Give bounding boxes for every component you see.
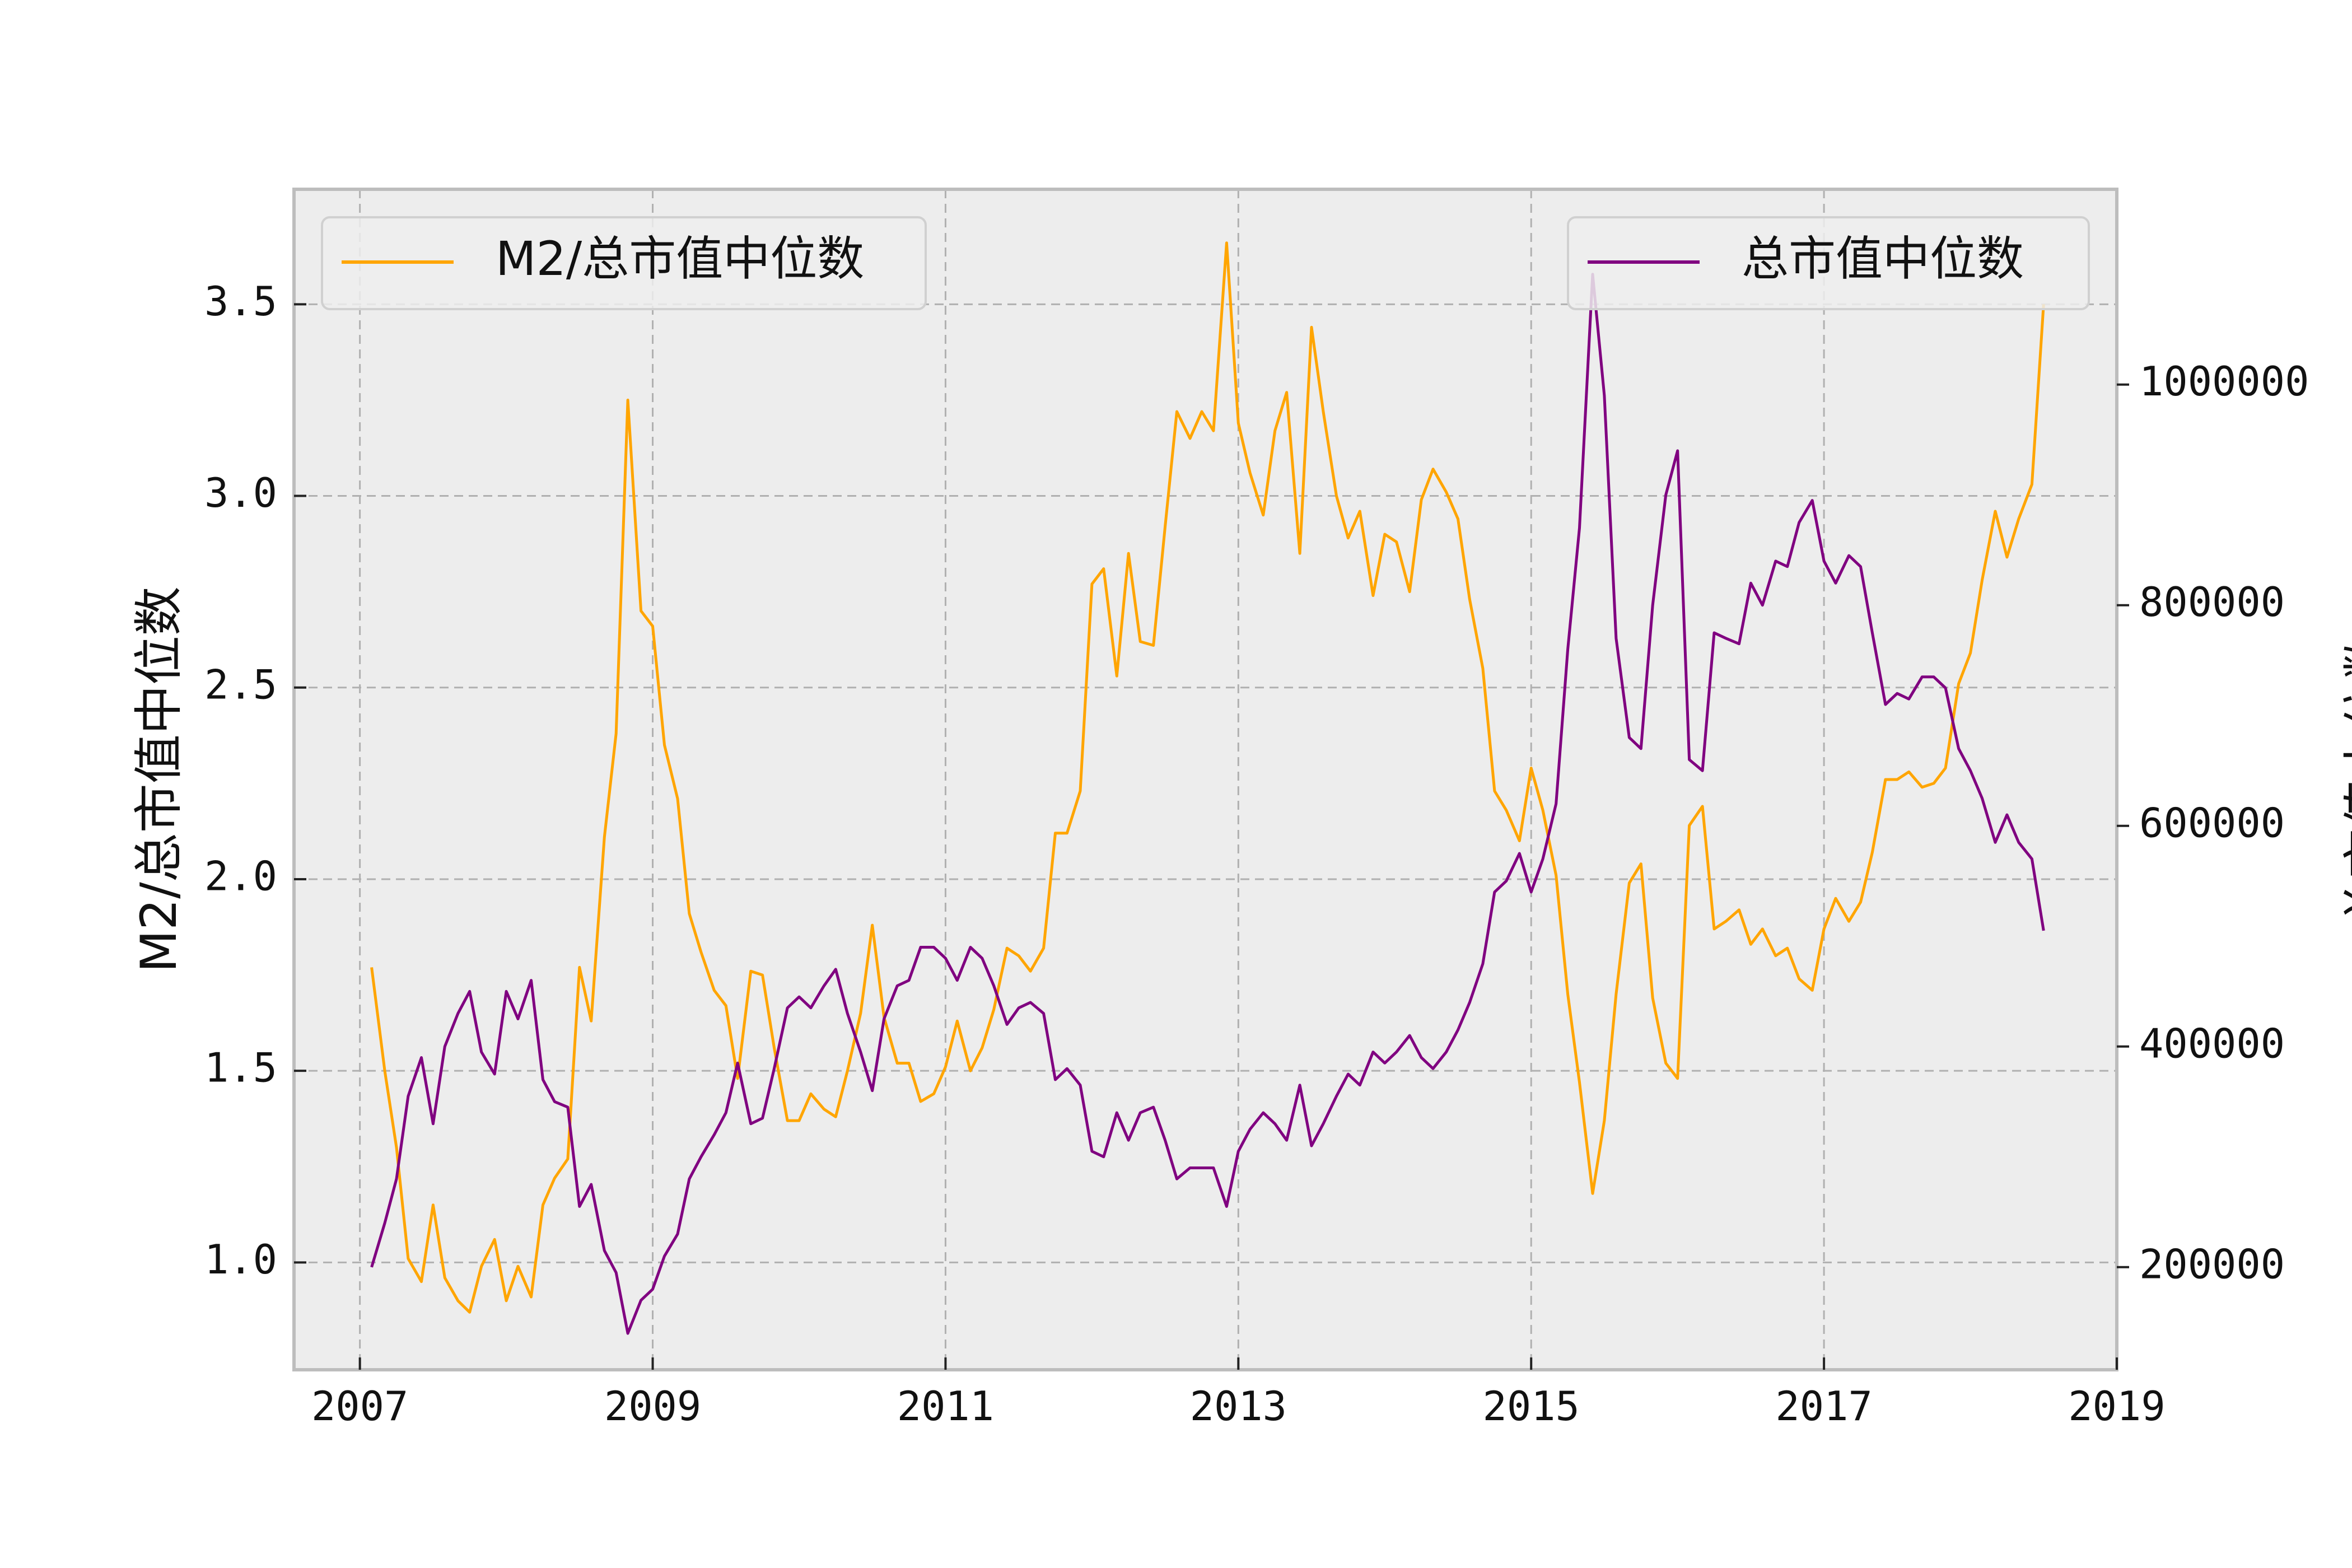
legend-left: M2/总市值中位数 (321, 216, 927, 310)
legend-right-box (1567, 216, 2090, 310)
series-line-m2-ratio (370, 241, 2045, 1314)
x-tick-label: 2011 (897, 1383, 994, 1430)
y-tick-label-left: 3.0 (204, 469, 277, 516)
y-tick-label-left: 2.0 (204, 852, 277, 899)
x-tick-label: 2019 (2068, 1383, 2165, 1430)
x-tick-label: 2007 (311, 1383, 408, 1430)
series-layer (370, 241, 2045, 1335)
x-tick-label: 2013 (1190, 1383, 1287, 1430)
legend-left-box (321, 216, 927, 310)
y-tick-label-right: 400000 (2139, 1020, 2285, 1067)
y-tick-label-right: 200000 (2139, 1240, 2285, 1287)
y-tick-label-left: 1.0 (204, 1236, 277, 1283)
y-tick-label-left: 2.5 (204, 661, 277, 708)
legend-right-label: 总市值中位数 (1742, 231, 2024, 286)
y-tick-label-left: 1.5 (204, 1044, 277, 1091)
x-tick-label: 2009 (604, 1383, 701, 1430)
plot-background (294, 189, 2117, 1370)
y-tick-label-right: 800000 (2139, 578, 2285, 626)
y-tick-label-left: 3.5 (204, 278, 277, 325)
legend-right: 总市值中位数 (1567, 216, 2090, 310)
y-axis-label-left: M2/总市值中位数 (130, 586, 188, 973)
grid (294, 189, 2118, 1370)
plot-frame (292, 188, 2118, 1371)
x-tick-label: 2017 (1775, 1383, 1872, 1430)
y-axis-label-right: 总市值中位数 (2339, 632, 2352, 927)
y-tick-label-right: 600000 (2139, 799, 2285, 846)
y-tick-label-right: 1000000 (2139, 358, 2309, 405)
legend-left-label: M2/总市值中位数 (496, 231, 864, 286)
series-line-market-cap-median (370, 273, 2045, 1335)
x-tick-label: 2015 (1483, 1383, 1580, 1430)
ticks: 2007 2009 2011 2013 2015 2017 2019 1.0 1.5 2.0 2.5… (204, 278, 2309, 1430)
